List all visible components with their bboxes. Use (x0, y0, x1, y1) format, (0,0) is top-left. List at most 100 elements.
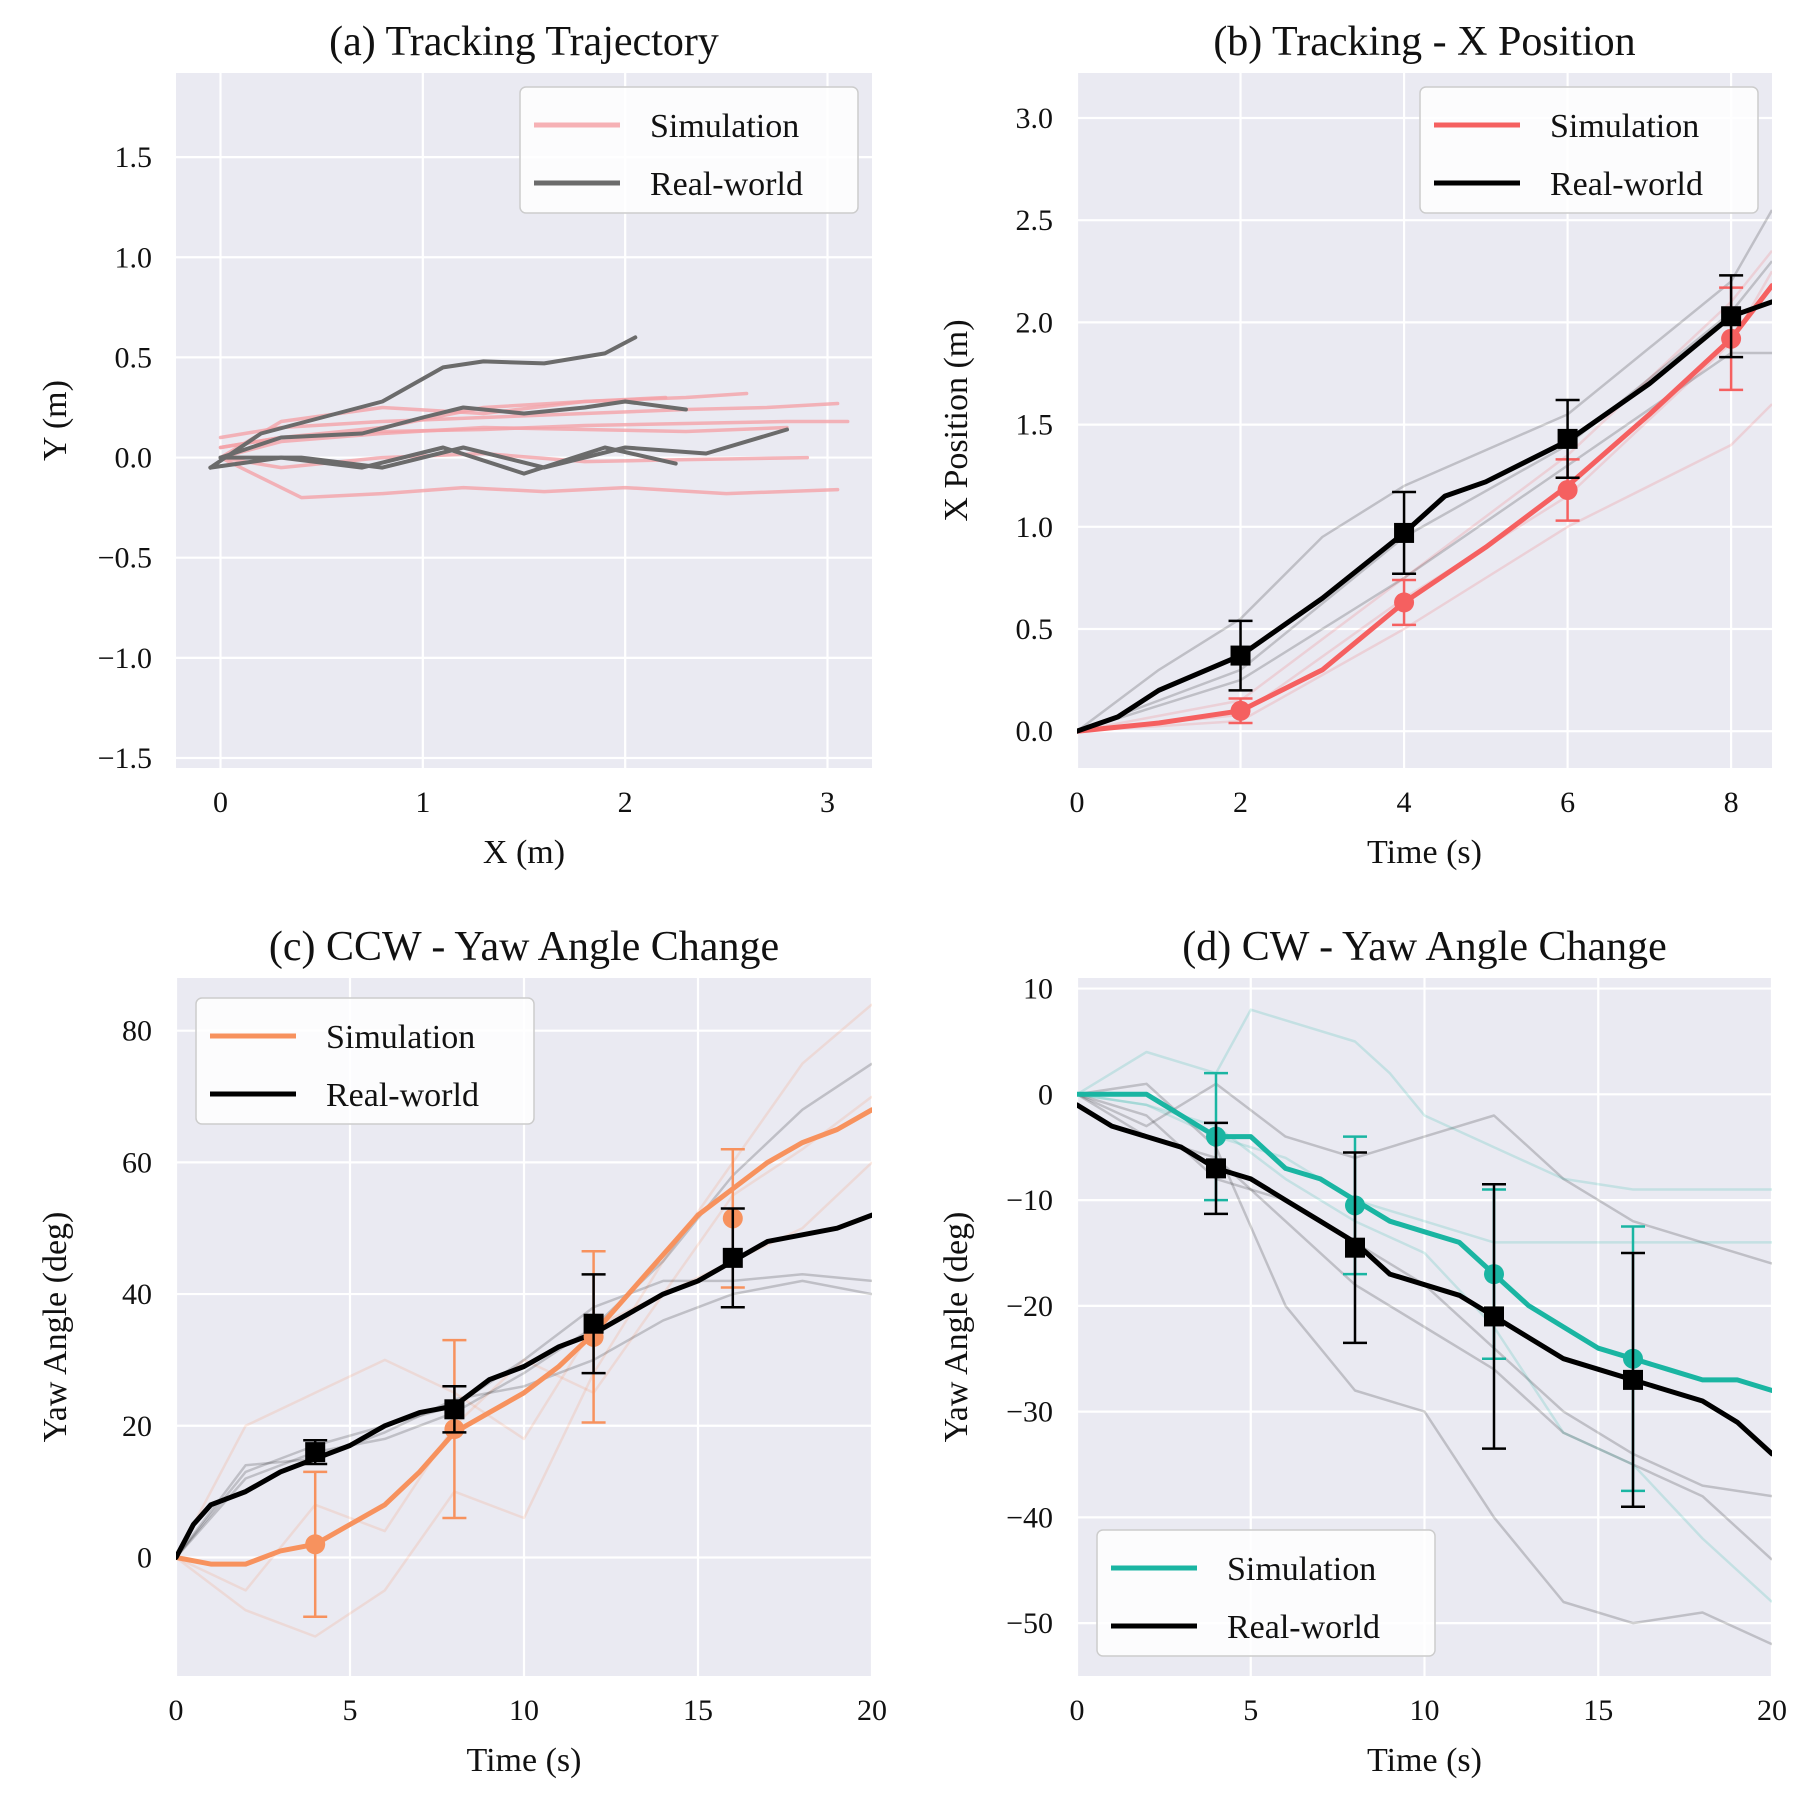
legend-label-real-world: Real-world (1227, 1609, 1380, 1646)
legend-b: Simulation Real-world (1419, 86, 1759, 214)
simulation-marker-point (1394, 592, 1415, 613)
x-tick-label: 6 (1560, 786, 1575, 819)
y-tick-label: 0.0 (1016, 715, 1054, 748)
real-world-faint-run (176, 1062, 872, 1559)
x-tick-label: 0 (1070, 786, 1085, 819)
data-layer-d (1077, 1008, 1772, 1646)
x-tick-label: 0 (213, 786, 228, 819)
simulation-faint-run (176, 1003, 872, 1638)
x-tick-label: 1 (415, 786, 430, 819)
y-tick-label: −40 (1006, 1501, 1053, 1534)
real-world-faint-run (1077, 1093, 1772, 1561)
y-axis-label: Y (m) (37, 380, 74, 461)
x-tick-label: 10 (1410, 1694, 1440, 1727)
legend-label-real-world: Real-world (1550, 166, 1703, 203)
legend-label-real-world: Real-world (650, 166, 803, 203)
simulation-mean-line (176, 1107, 872, 1567)
real-world-run-line (208, 335, 638, 470)
x-tick-label: 3 (820, 786, 835, 819)
simulation-faint-run (1077, 250, 1772, 733)
simulation-marker-point (1230, 700, 1251, 721)
x-tick-label: 20 (857, 1694, 887, 1727)
simulation-run-line (218, 401, 840, 440)
y-tick-label: −20 (1006, 1290, 1053, 1323)
y-tick-label: −30 (1006, 1396, 1053, 1429)
panel-c: 0 5 10 15 20 0 20 40 60 80 (c) CCW - Yaw Angle Cha… (37, 924, 887, 1779)
real-world-faint-run (1077, 260, 1772, 733)
real-world-run-line (218, 399, 688, 460)
real-world-faint-run (1077, 1082, 1772, 1265)
real-world-marker-point (1345, 1237, 1365, 1258)
real-world-marker-point (1721, 306, 1742, 327)
data-layer-c (176, 1003, 872, 1638)
real-world-marker-point (1394, 522, 1415, 543)
panel-d: 0 5 10 15 20 −50 −40 −30 −20 −10 0 10 (d) CW - Yaw A… (938, 924, 1787, 1779)
real-world-faint-run (1077, 1082, 1772, 1646)
simulation-run-line (218, 425, 789, 460)
real-world-marker-point (583, 1313, 604, 1334)
legend-label-simulation: Simulation (1550, 108, 1699, 145)
y-tick-label: 0.5 (1016, 613, 1054, 646)
x-axis-label: Time (s) (1367, 834, 1482, 871)
panel-title: (d) CW - Yaw Angle Change (1182, 924, 1667, 970)
legend-label-simulation: Simulation (326, 1019, 475, 1056)
x-tick-label: 2 (618, 786, 633, 819)
data-layer-b (1077, 209, 1772, 734)
real-world-marker-point (305, 1442, 326, 1463)
y-tick-label: 2.5 (1016, 204, 1054, 237)
real-world-faint-run (176, 1279, 872, 1559)
real-world-marker-point (1623, 1369, 1643, 1390)
x-tick-label: 2 (1233, 786, 1248, 819)
x-tick-label: 0 (1070, 1694, 1085, 1727)
legend-c: Simulation Real-world (195, 997, 535, 1125)
data-layer-a (208, 335, 850, 500)
simulation-marker-point (1557, 480, 1578, 500)
panel-b: 0 2 4 6 8 0.0 0.5 1.0 1.5 2.0 2.5 3.0 (b) Tracking -… (938, 19, 1772, 871)
x-axis-label: Time (s) (1367, 1742, 1482, 1779)
simulation-marker-point (305, 1534, 326, 1555)
x-tick-label: 4 (1397, 786, 1412, 819)
real-world-marker-point (1230, 645, 1251, 666)
y-tick-label: 0.5 (115, 341, 153, 374)
panel-title: (b) Tracking - X Position (1213, 19, 1635, 65)
y-tick-label: 80 (122, 1015, 152, 1048)
y-tick-label: −1.0 (98, 642, 152, 675)
simulation-faint-run (176, 1095, 872, 1592)
y-tick-label: −10 (1006, 1184, 1053, 1217)
real-world-run-line (218, 427, 789, 470)
panel-a: 0 1 2 3 −1.5 −1.0 −0.5 0.0 0.5 1.0 1.5 (a) Tracking… (37, 19, 872, 871)
y-tick-label: 10 (1023, 973, 1053, 1006)
y-tick-label: 0 (137, 1541, 152, 1574)
y-axis-label: Yaw Angle (deg) (37, 1212, 74, 1443)
real-world-marker-point (1484, 1306, 1504, 1327)
y-tick-label: −1.5 (98, 742, 152, 775)
legend-a: Simulation Real-world (519, 86, 859, 214)
simulation-faint-run (1077, 403, 1772, 733)
panel-title: (a) Tracking Trajectory (329, 19, 719, 65)
y-tick-label: 1.5 (1016, 409, 1054, 442)
x-tick-label: 20 (1757, 1694, 1787, 1727)
simulation-faint-run (1077, 1093, 1772, 1244)
y-tick-label: 40 (122, 1278, 152, 1311)
real-world-faint-run (1077, 209, 1772, 733)
x-axis-label: Time (s) (467, 1742, 582, 1779)
y-tick-label: 2.0 (1016, 306, 1054, 339)
legend-label-simulation: Simulation (1227, 1551, 1376, 1588)
real-world-run-line (208, 445, 678, 476)
x-tick-label: 8 (1724, 786, 1739, 819)
y-tick-label: 60 (122, 1146, 152, 1179)
y-tick-label: 1.0 (1016, 511, 1054, 544)
x-tick-label: 15 (683, 1694, 713, 1727)
real-world-marker-point (1557, 428, 1578, 449)
x-tick-label: 15 (1583, 1694, 1613, 1727)
simulation-run-line (218, 391, 749, 460)
y-tick-label: 0.0 (115, 442, 153, 475)
real-world-faint-run (1077, 351, 1772, 733)
simulation-mean-line (1077, 283, 1772, 734)
y-axis-label: X Position (m) (938, 319, 975, 521)
real-world-marker-point (444, 1399, 465, 1420)
x-axis-label: X (m) (483, 834, 565, 871)
y-tick-label: −50 (1006, 1607, 1053, 1640)
real-world-marker-point (722, 1247, 743, 1268)
